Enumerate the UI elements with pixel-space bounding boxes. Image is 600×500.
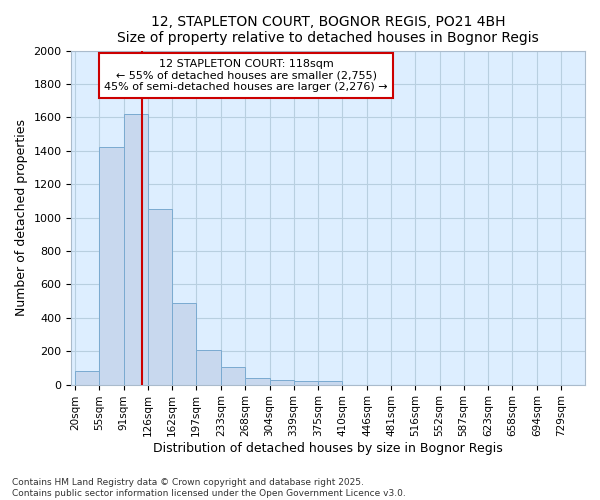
Bar: [99, 148, 124, 384]
Bar: [196, 350, 221, 384]
Bar: [245, 378, 269, 384]
Bar: [269, 380, 293, 384]
Bar: [221, 367, 245, 384]
Bar: [318, 382, 342, 384]
Bar: [124, 114, 148, 384]
Bar: [148, 209, 172, 384]
Bar: [75, 371, 99, 384]
Y-axis label: Number of detached properties: Number of detached properties: [15, 119, 28, 316]
X-axis label: Distribution of detached houses by size in Bognor Regis: Distribution of detached houses by size …: [154, 442, 503, 455]
Bar: [172, 303, 196, 384]
Title: 12, STAPLETON COURT, BOGNOR REGIS, PO21 4BH
Size of property relative to detache: 12, STAPLETON COURT, BOGNOR REGIS, PO21 …: [118, 15, 539, 45]
Text: Contains HM Land Registry data © Crown copyright and database right 2025.
Contai: Contains HM Land Registry data © Crown c…: [12, 478, 406, 498]
Text: 12 STAPLETON COURT: 118sqm
← 55% of detached houses are smaller (2,755)
45% of s: 12 STAPLETON COURT: 118sqm ← 55% of deta…: [104, 59, 388, 92]
Bar: [293, 382, 318, 384]
